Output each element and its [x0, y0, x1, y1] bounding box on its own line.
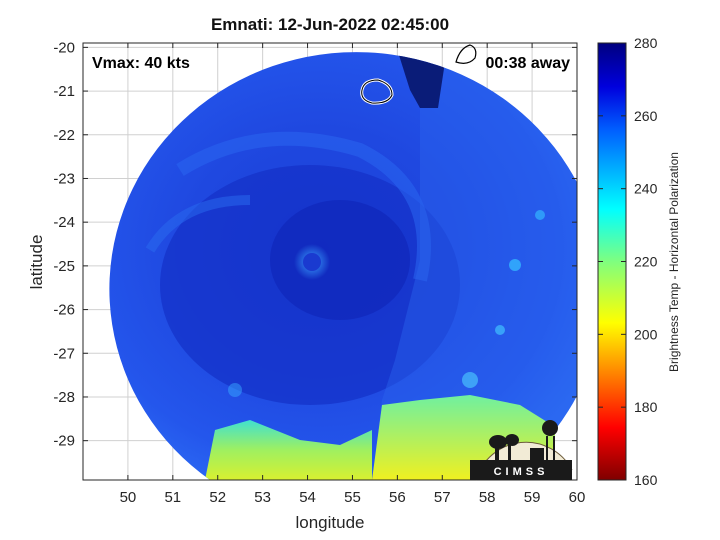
y-tick-label: -26	[53, 302, 75, 319]
vmax-annotation: Vmax: 40 kts	[92, 55, 190, 72]
chart-title: Emnati: 12-Jun-2022 02:45:00	[211, 15, 449, 34]
cimss-logo: CIMSS	[470, 420, 573, 481]
colorbar-tick-label: 180	[634, 399, 658, 415]
y-tick-label: -28	[53, 389, 75, 406]
axes-frame	[82, 42, 578, 481]
y-tick-label: -21	[53, 83, 75, 100]
y-tick-label: -29	[53, 433, 75, 450]
x-tick-label: 59	[524, 489, 541, 506]
x-tick-label: 56	[389, 489, 406, 506]
logo-text: CIMSS	[494, 466, 549, 478]
x-tick-label: 54	[299, 489, 316, 506]
colorbar-label: Brightness Temp - Horizontal Polarizatio…	[667, 152, 681, 372]
y-tick-label: -22	[53, 127, 75, 144]
colorbar-tick-label: 220	[634, 254, 658, 270]
x-tick-label: 51	[164, 489, 181, 506]
swath-image	[109, 44, 577, 480]
y-tick-label: -27	[53, 345, 75, 362]
y-tick-label: -23	[53, 170, 75, 187]
x-tick-label: 55	[344, 489, 361, 506]
island-contour-2	[455, 44, 477, 64]
y-tick-label: -25	[53, 258, 75, 275]
x-tick-label: 53	[254, 489, 271, 506]
colorbar-tick-label: 160	[634, 472, 658, 488]
time-offset-annotation: 00:38 away	[485, 55, 570, 72]
y-tick-label: -24	[53, 214, 75, 231]
colorbar-tick-label: 200	[634, 326, 658, 342]
colorbar-tick-label: 260	[634, 108, 658, 124]
axis-ticks: 50 51 52 53 54 55 56 57 58 59 60 -20 -21 -22 -23 -24 -25…	[53, 39, 585, 506]
colorbar-tick-label: 240	[634, 181, 658, 197]
x-tick-label: 57	[434, 489, 451, 506]
x-axis-label: longitude	[295, 513, 364, 532]
x-tick-label: 58	[479, 489, 496, 506]
x-tick-label: 52	[209, 489, 226, 506]
colorbar-tick-label: 280	[634, 35, 658, 51]
x-tick-label: 60	[569, 489, 586, 506]
x-tick-label: 50	[120, 489, 137, 506]
y-tick-label: -20	[53, 39, 75, 56]
y-axis-label: latitude	[27, 235, 46, 290]
colorbar: 280 260 240 220 200 180 160 Brightness Temp - …	[597, 35, 681, 488]
